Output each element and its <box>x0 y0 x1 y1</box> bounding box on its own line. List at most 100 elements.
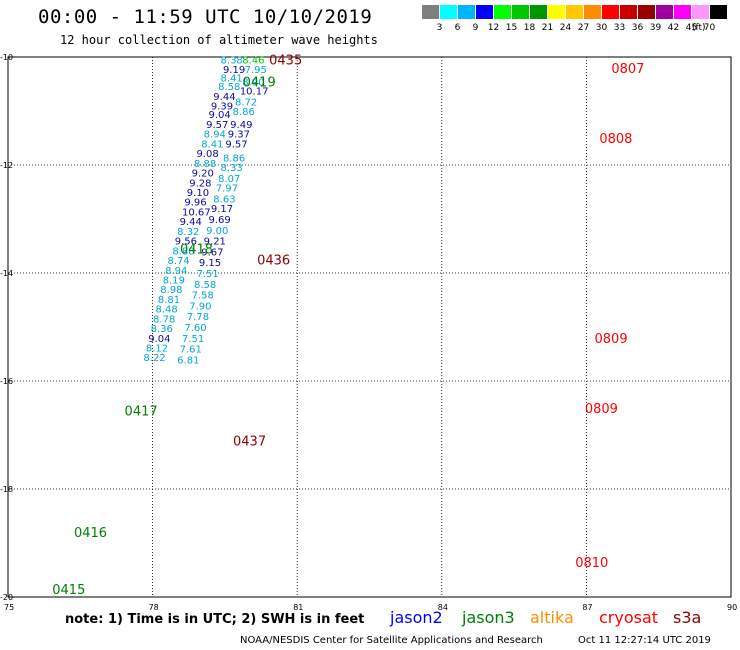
wave-height-value: 7.58 <box>192 291 214 302</box>
credit-text: NOAA/NESDIS Center for Satellite Applica… <box>240 635 543 646</box>
legend-label: 39 <box>649 23 662 33</box>
wave-height-value: 8.98 <box>160 285 182 296</box>
legend-swatch <box>530 5 547 19</box>
legend-label: 36 <box>631 23 644 33</box>
wave-height-value: 9.44 <box>213 92 235 103</box>
wave-height-value: 8.81 <box>158 295 180 306</box>
wave-height-value: 8.41 <box>201 139 223 150</box>
wave-height-value: 8.94 <box>204 130 226 141</box>
wave-height-value: 9.44 <box>180 217 202 228</box>
wave-height-value: 8.33 <box>221 163 243 174</box>
legend-swatch <box>620 5 637 19</box>
wave-height-value: 7.90 <box>189 301 211 312</box>
wave-height-value: 8.46 <box>242 56 264 67</box>
wave-height-value: 8.41 <box>221 74 243 85</box>
wave-height-value: 8.36 <box>151 324 173 335</box>
legend-label: 9 <box>472 23 479 33</box>
wave-height-value: 6.81 <box>177 355 199 366</box>
legend-label: 33 <box>613 23 626 33</box>
legend-label: 24 <box>559 23 572 33</box>
footnote: note: 1) Time is in UTC; 2) SWH is in fe… <box>65 612 365 627</box>
page-title: 00:00 - 11:59 UTC 10/10/2019 <box>38 6 373 28</box>
pass-id-label: 0810 <box>575 556 608 571</box>
wave-height-value: 7.51 <box>182 334 204 345</box>
wave-height-value: 9.04 <box>148 334 170 345</box>
legend-label: 6 <box>454 23 461 33</box>
pass-id-label: 0419 <box>243 75 276 90</box>
pass-id-label: 0436 <box>257 254 290 269</box>
legend-swatch <box>458 5 475 19</box>
x-tick-label: 87 <box>582 603 592 612</box>
wave-height-value: 10.67 <box>182 207 211 218</box>
wave-height-value: 8.58 <box>218 82 240 93</box>
wave-height-value: 8.38 <box>221 56 243 67</box>
pass-id-label: 0417 <box>125 405 158 420</box>
wave-height-value: 8.12 <box>146 344 168 355</box>
wave-height-value: 9.19 <box>223 65 245 76</box>
wave-height-value: 9.69 <box>208 215 230 226</box>
wave-height-value: 8.74 <box>168 256 190 267</box>
legend-swatch <box>638 5 655 19</box>
legend-label: 3 <box>436 23 443 33</box>
wave-height-value: 9.96 <box>184 198 206 209</box>
wave-height-value: 8.58 <box>194 280 216 291</box>
legend-swatch <box>602 5 619 19</box>
satellite-label-jason3: jason3 <box>462 608 515 627</box>
wave-height-value: 7.61 <box>180 345 202 356</box>
wave-height-value: 8.86 <box>233 107 255 118</box>
wave-height-value: 9.49 <box>230 120 252 131</box>
satellite-label-cryosat: cryosat <box>599 608 659 627</box>
y-tick-label: -16 <box>0 377 13 386</box>
legend-label: 12 <box>487 23 500 33</box>
x-tick-label: 81 <box>293 603 303 612</box>
pass-id-label: 0809 <box>585 402 618 417</box>
wave-height-value: 9.10 <box>187 188 209 199</box>
legend-label: 27 <box>577 23 590 33</box>
wave-height-value: 7.78 <box>187 312 209 323</box>
legend-swatch <box>584 5 601 19</box>
legend-label: 15 <box>505 23 518 33</box>
pass-id-label: 0435 <box>269 54 302 69</box>
pass-id-label: 0808 <box>599 132 632 147</box>
wave-height-value: 8.48 <box>155 305 177 316</box>
legend-label: 45 <box>685 23 698 33</box>
pass-id-label: 0437 <box>233 434 266 449</box>
wave-height-value: 9.00 <box>206 226 228 237</box>
x-tick-label: 75 <box>4 603 14 612</box>
legend-swatch <box>674 5 691 19</box>
wave-height-value: 9.08 <box>196 149 218 160</box>
legend-label: 70 <box>703 23 716 33</box>
legend-swatch <box>494 5 511 19</box>
wave-height-value: 7.97 <box>216 184 238 195</box>
legend-swatch <box>422 5 439 19</box>
legend-swatch <box>512 5 529 19</box>
y-tick-label: -18 <box>0 485 13 494</box>
wave-height-value: 7.60 <box>184 323 206 334</box>
satellite-label-altika: altika <box>530 608 574 627</box>
wave-height-value: 10.17 <box>240 86 269 97</box>
wave-height-value: 8.88 <box>172 246 194 257</box>
wave-height-value: 9.67 <box>201 247 223 258</box>
y-tick-label: -20 <box>0 593 13 602</box>
wave-height-value: 8.07 <box>218 174 240 185</box>
legend-swatch <box>710 5 727 19</box>
y-tick-label: -14 <box>0 269 13 278</box>
satellite-label-s3a: s3a <box>673 608 702 627</box>
pass-id-label: 0416 <box>74 526 107 541</box>
x-tick-label: 90 <box>727 603 737 612</box>
y-tick-label: -10 <box>0 53 13 62</box>
legend-swatch <box>656 5 673 19</box>
map-grid <box>7 56 732 598</box>
wave-height-value: 9.56 <box>175 237 197 248</box>
pass-id-label: 0807 <box>611 62 644 77</box>
wave-height-value: 9.39 <box>211 102 233 113</box>
wave-height-value: 8.78 <box>153 314 175 325</box>
wave-height-value: 8.94 <box>165 266 187 277</box>
wave-height-value: 9.20 <box>192 169 214 180</box>
wave-height-value: 7.95 <box>245 65 267 76</box>
pass-id-label: 0415 <box>52 583 85 598</box>
x-tick-label: 84 <box>438 603 448 612</box>
wave-height-value: 9.57 <box>225 139 247 150</box>
legend-swatch <box>440 5 457 19</box>
